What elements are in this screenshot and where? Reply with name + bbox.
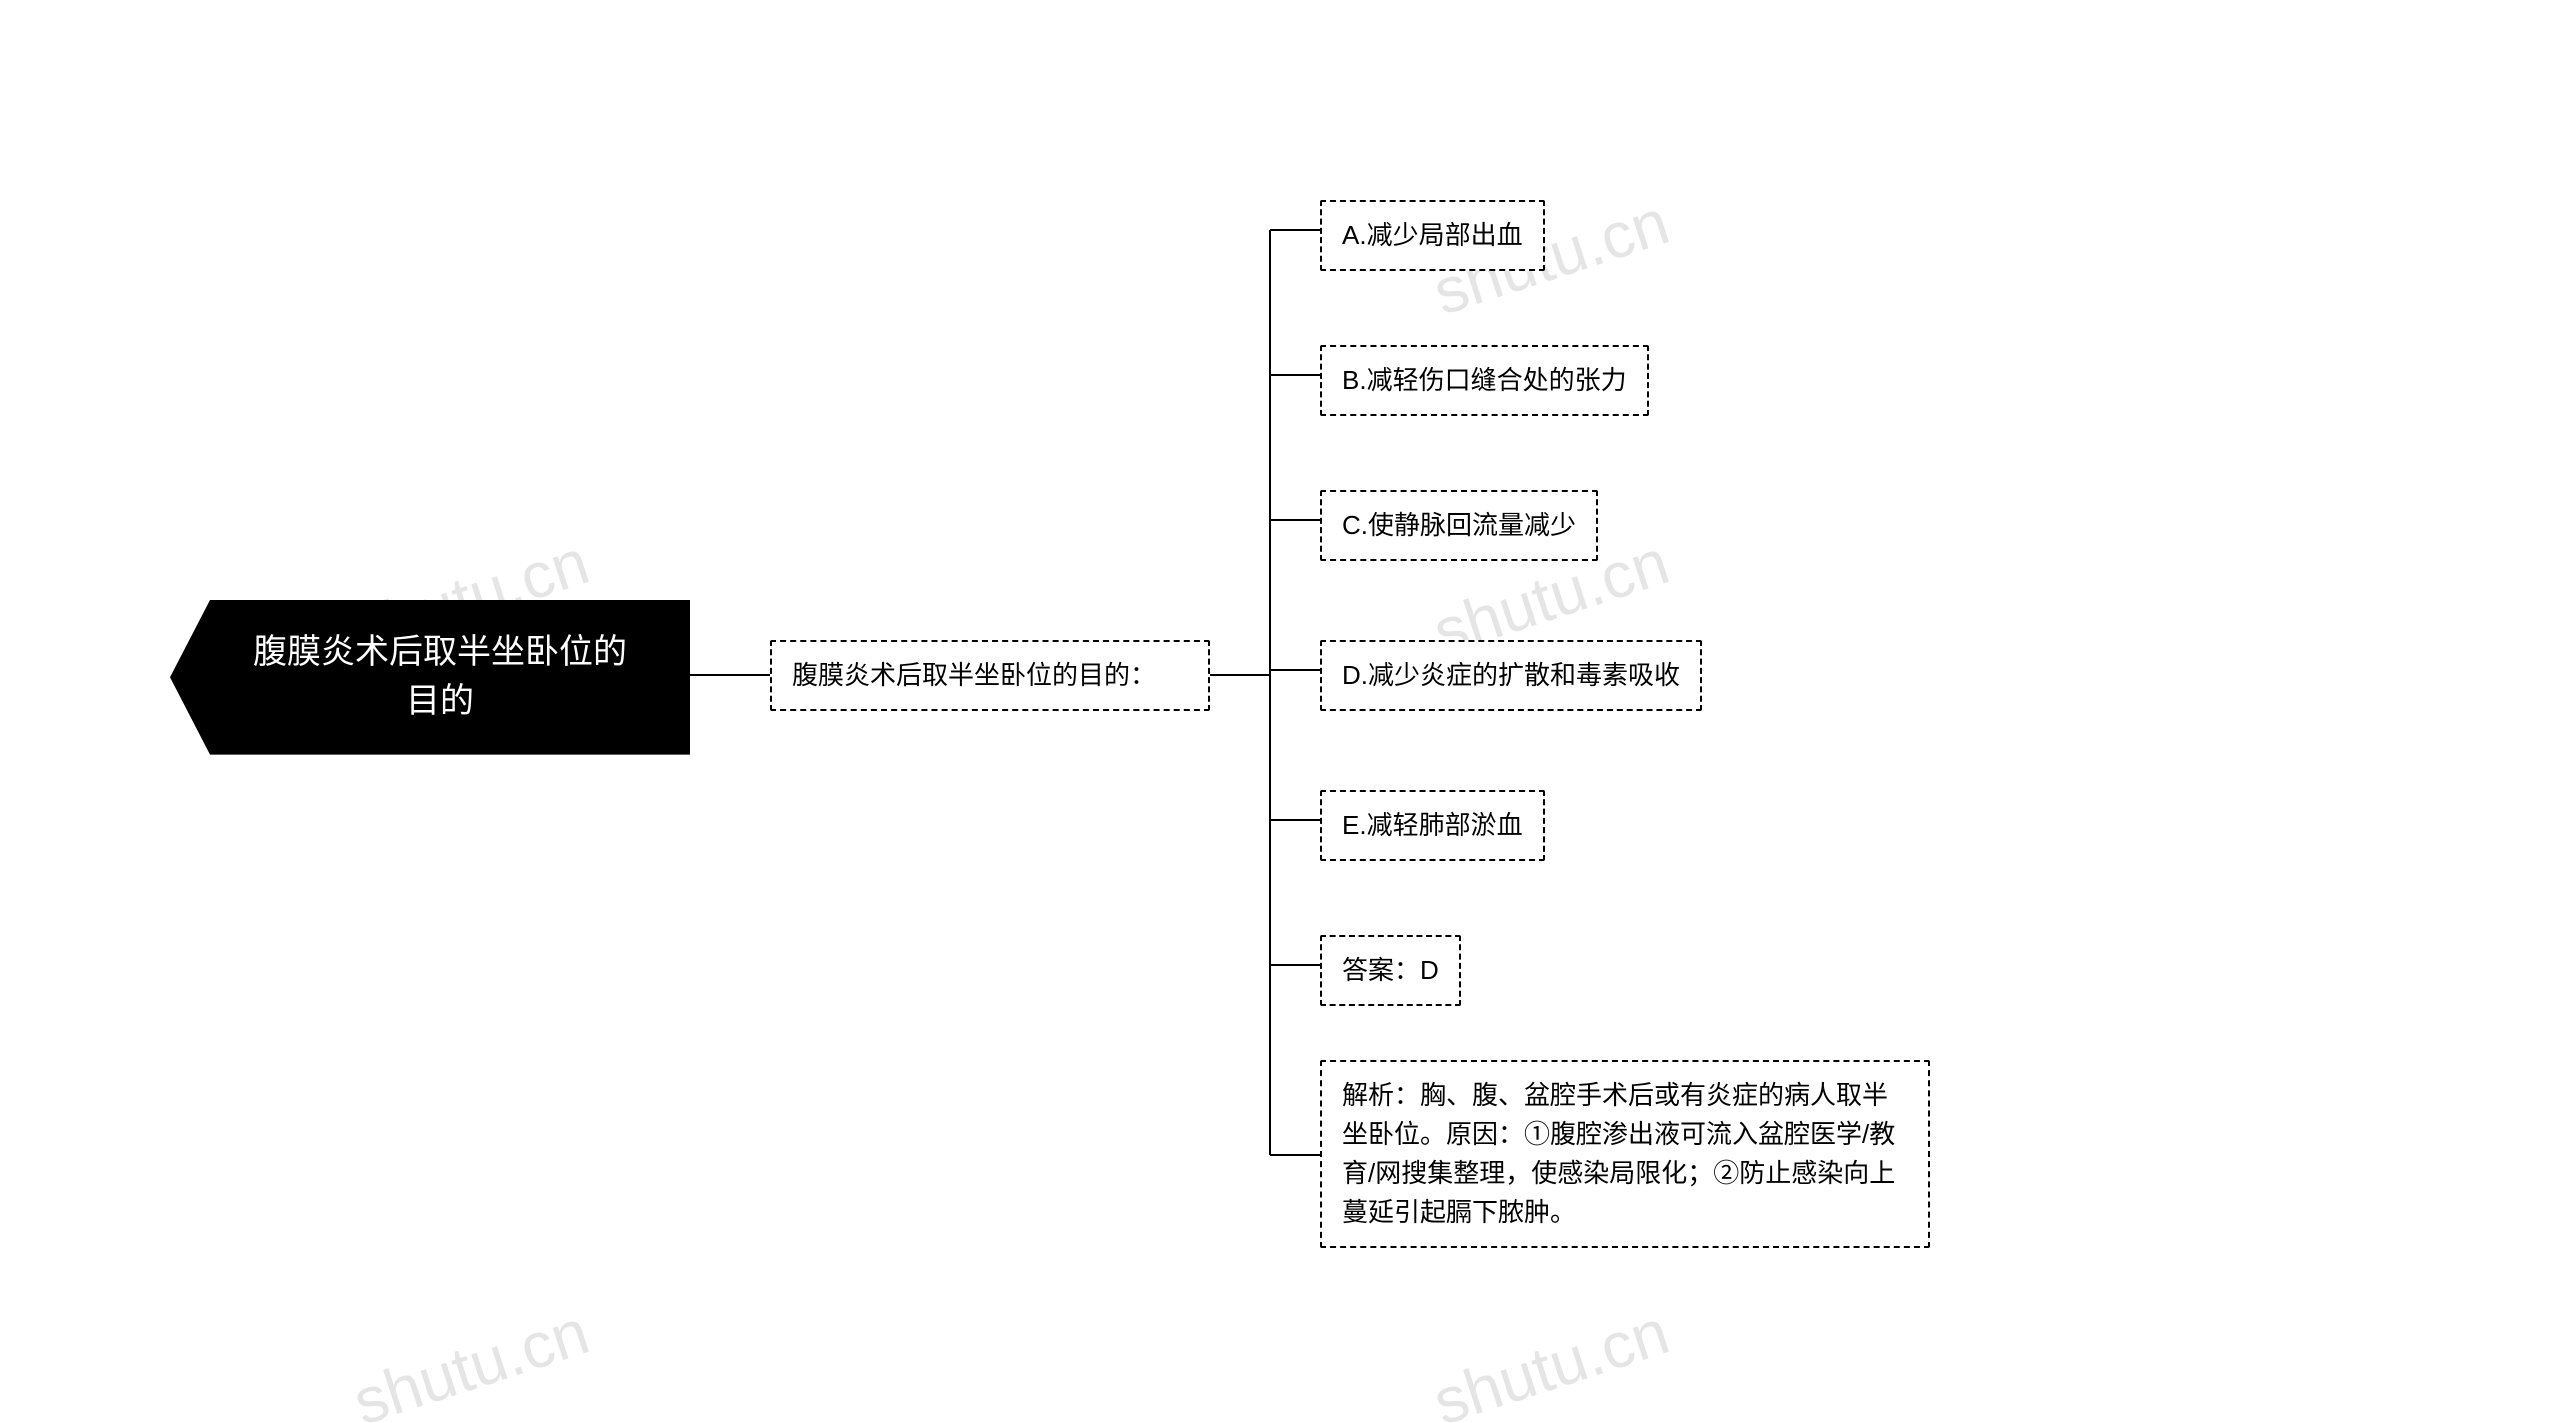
question-text: 腹膜炎术后取半坐卧位的目的： — [792, 660, 1156, 690]
root-node: 腹膜炎术后取半坐卧位的目的 — [170, 600, 690, 755]
option-e: E.减轻肺部淤血 — [1320, 790, 1545, 861]
option-text: D.减少炎症的扩散和毒素吸收 — [1342, 660, 1680, 690]
option-text: A.减少局部出血 — [1342, 220, 1523, 250]
root-text: 腹膜炎术后取半坐卧位的目的 — [253, 633, 627, 720]
option-text: E.减轻肺部淤血 — [1342, 810, 1523, 840]
option-c: C.使静脉回流量减少 — [1320, 490, 1598, 561]
answer-node: 答案：D — [1320, 935, 1461, 1006]
watermark: shutu.cn — [1424, 1294, 1677, 1423]
watermark-text: shutu.cn — [345, 1295, 597, 1423]
watermark-text: shutu.cn — [1425, 1295, 1677, 1423]
watermark: shutu.cn — [344, 1294, 597, 1423]
answer-text: 答案：D — [1342, 955, 1439, 985]
option-text: B.减轻伤口缝合处的张力 — [1342, 365, 1627, 395]
diagram-canvas: shutu.cn shutu.cn shutu.cn shutu.cn shut… — [0, 0, 2560, 1423]
question-node: 腹膜炎术后取半坐卧位的目的： — [770, 640, 1210, 711]
option-a: A.减少局部出血 — [1320, 200, 1545, 271]
option-b: B.减轻伤口缝合处的张力 — [1320, 345, 1649, 416]
option-d: D.减少炎症的扩散和毒素吸收 — [1320, 640, 1702, 711]
option-text: C.使静脉回流量减少 — [1342, 510, 1576, 540]
explanation-text: 解析：胸、腹、盆腔手术后或有炎症的病人取半坐卧位。原因：①腹腔渗出液可流入盆腔医… — [1342, 1080, 1895, 1227]
explanation-node: 解析：胸、腹、盆腔手术后或有炎症的病人取半坐卧位。原因：①腹腔渗出液可流入盆腔医… — [1320, 1060, 1930, 1248]
